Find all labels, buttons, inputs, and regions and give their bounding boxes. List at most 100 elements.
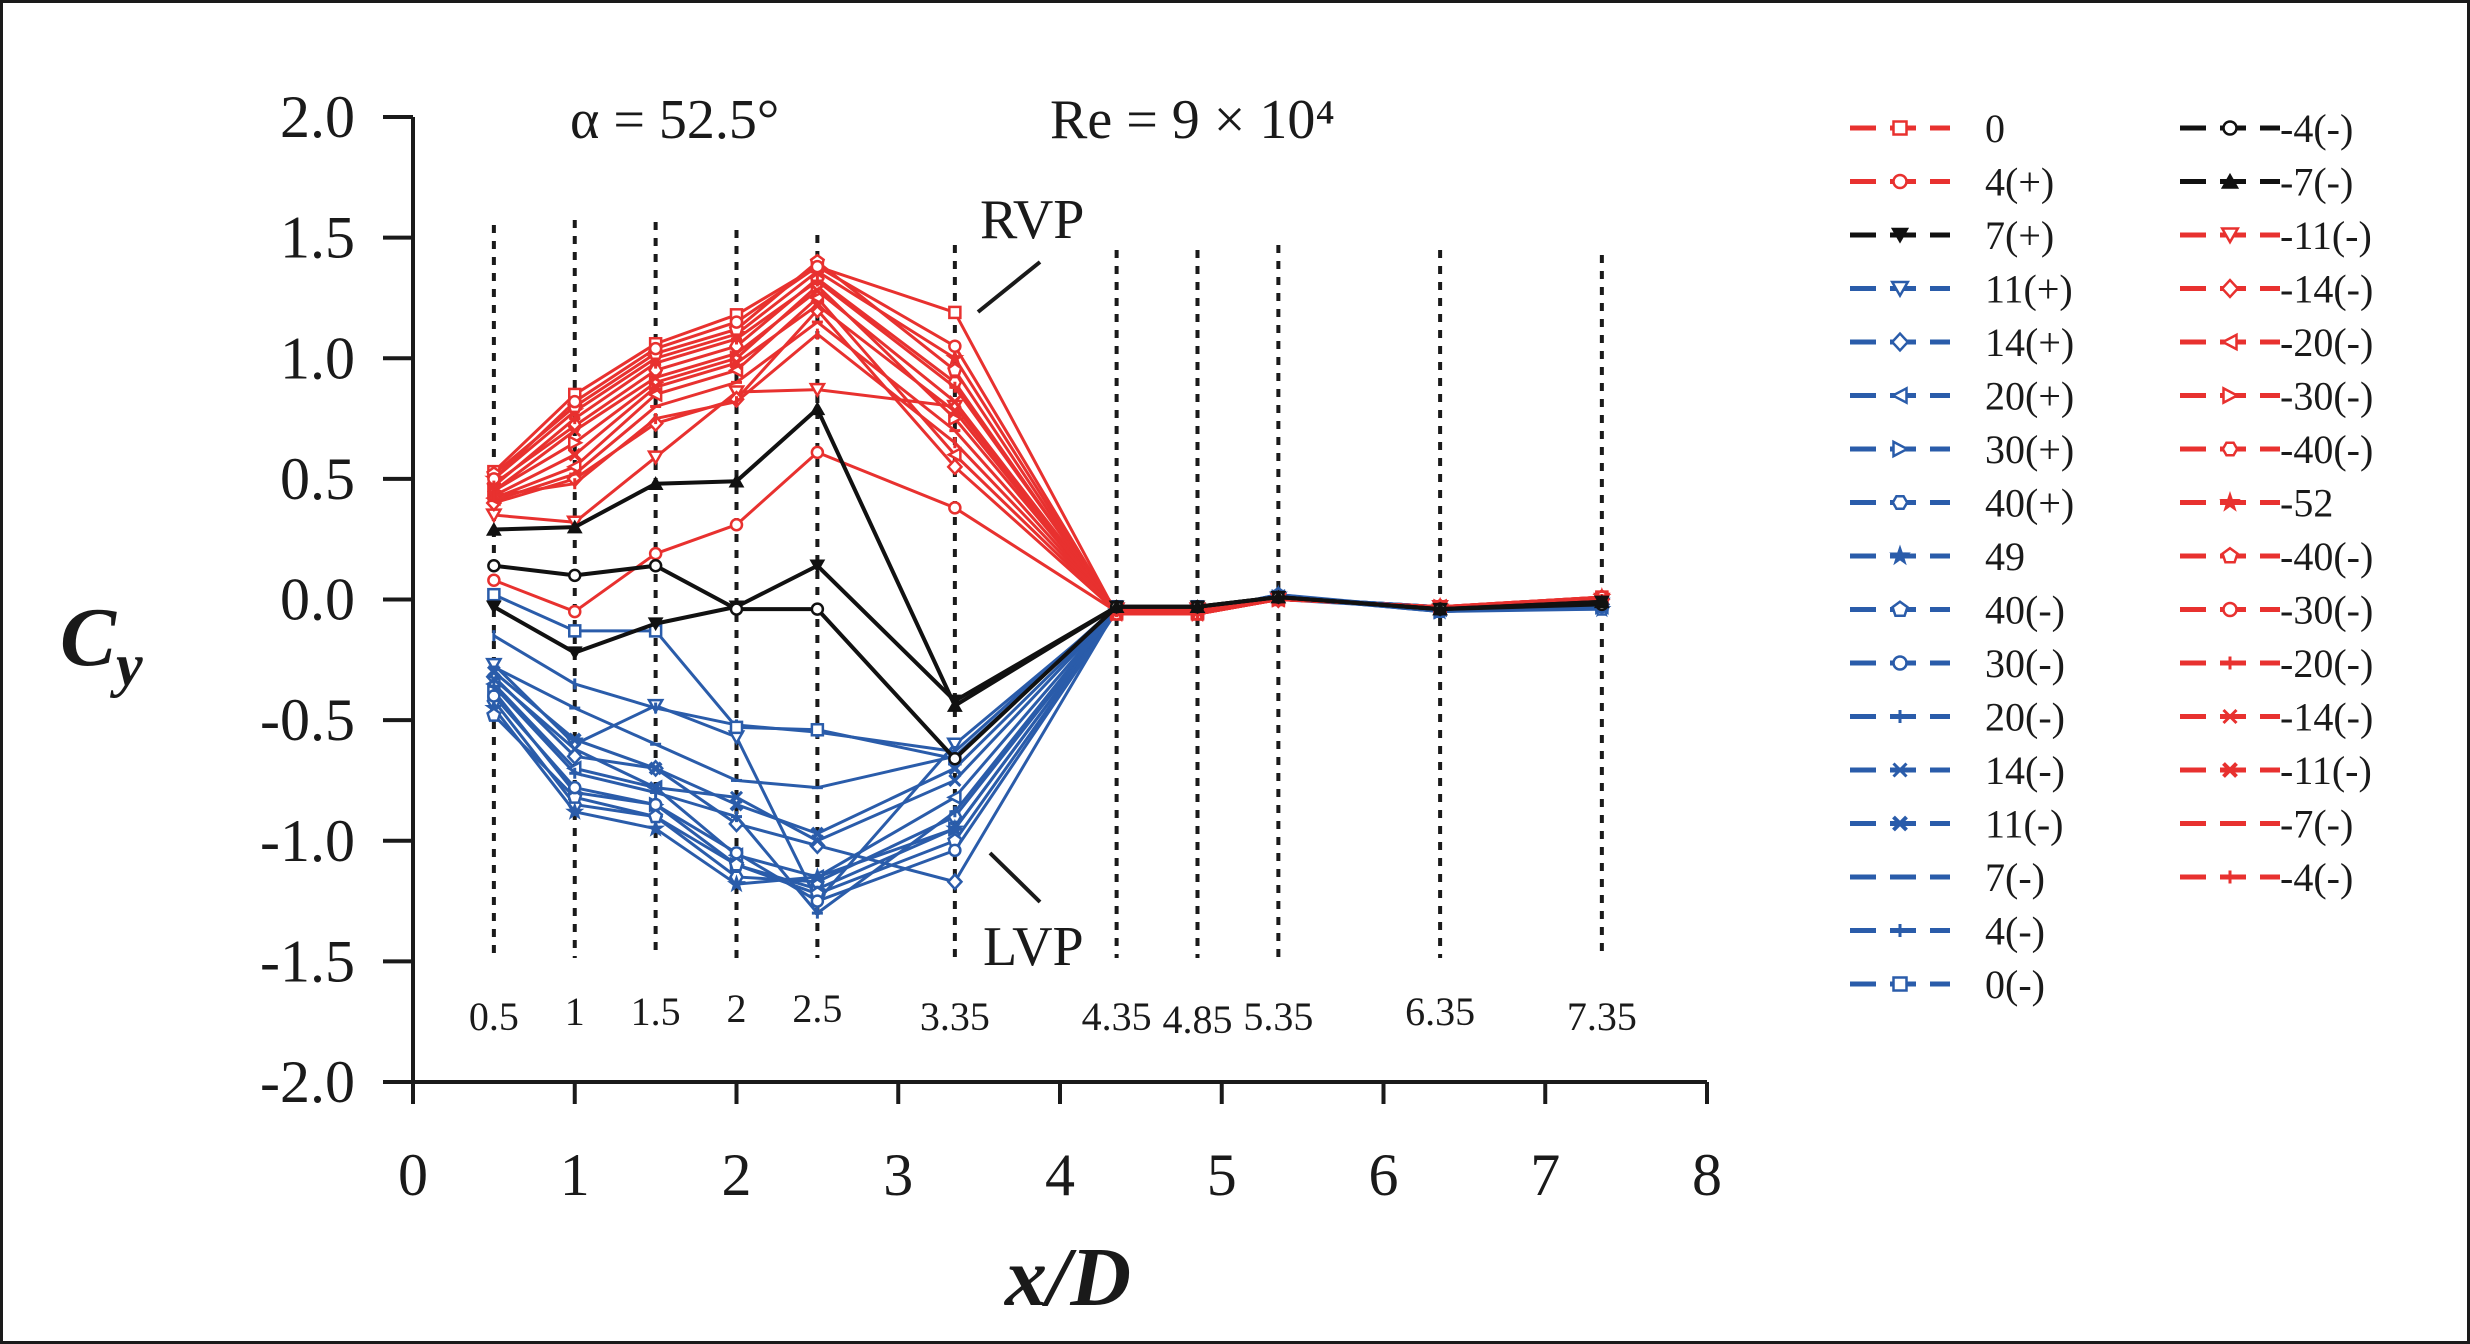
- legend-item: 11(-): [1850, 802, 2063, 847]
- data-point: [487, 573, 501, 587]
- legend-marker: [2222, 708, 2238, 725]
- legend-marker: [2220, 172, 2240, 189]
- legend-marker: [1889, 544, 1911, 566]
- legend-label: -20(-): [2280, 641, 2373, 686]
- lvp-pointer: [988, 851, 1042, 904]
- legend-marker: [2220, 278, 2240, 299]
- data-point: [647, 808, 664, 824]
- legend-item: 40(+): [1850, 481, 2074, 526]
- data-point: [808, 382, 827, 399]
- data-point: [729, 356, 744, 370]
- data-point: [811, 275, 823, 287]
- legend-item: -52: [2180, 481, 2333, 526]
- y-tick-label: 1.5: [280, 205, 355, 271]
- station-label: 1: [565, 989, 585, 1034]
- data-point: [948, 751, 962, 766]
- data-point: [648, 797, 663, 812]
- reynolds-annotation: Re = 9 × 10⁴: [1050, 89, 1335, 151]
- legend-label: 20(+): [1985, 374, 2074, 419]
- data-point: [567, 789, 583, 804]
- data-point: [948, 339, 962, 353]
- legend-label: 0(-): [1985, 962, 2045, 1007]
- data-point: [568, 624, 582, 638]
- x-tick-label: 4: [1045, 1142, 1075, 1208]
- data-point: [486, 707, 502, 722]
- data-point: [810, 894, 825, 908]
- data-point: [650, 357, 662, 369]
- data-point: [947, 362, 963, 377]
- data-point: [567, 447, 582, 462]
- series-group: [484, 253, 1612, 919]
- data-point: [485, 521, 502, 536]
- data-point: [569, 767, 581, 779]
- data-point: [809, 401, 826, 416]
- legend-item: -30(-): [2180, 588, 2373, 633]
- data-point: [810, 445, 825, 460]
- data-point: [648, 558, 663, 573]
- data-point: [1593, 594, 1610, 609]
- data-point: [946, 457, 964, 476]
- legend-label: 4(-): [1985, 909, 2045, 954]
- series-line: [493, 450, 1602, 614]
- legend-label: -30(-): [2280, 588, 2373, 633]
- data-point: [567, 732, 582, 747]
- data-point: [945, 818, 965, 837]
- x-tick-label: 8: [1692, 1142, 1722, 1208]
- data-point: [568, 780, 582, 795]
- station-label: 2: [727, 986, 747, 1031]
- legend-label: -7(-): [2280, 802, 2353, 847]
- x-tick-label: 5: [1207, 1142, 1237, 1208]
- legend: 0 4(+) 7(+) 11(+) 14(+) 20(+) 30(+) 40(+) 49 40(-…: [1850, 106, 2373, 1007]
- data-point: [807, 866, 827, 886]
- data-point: [729, 720, 744, 735]
- y-tick-label: -0.5: [260, 687, 355, 753]
- legend-item: 4(+): [1850, 160, 2054, 205]
- data-point: [485, 600, 502, 615]
- legend-marker: [1890, 227, 1910, 244]
- legend-item: 11(+): [1850, 267, 2073, 312]
- legend-item: 0(-): [1850, 962, 2045, 1007]
- data-point: [731, 333, 742, 345]
- legend-marker: [2220, 227, 2240, 245]
- y-tick-label: -2.0: [260, 1049, 355, 1115]
- axes: 2.0 1.5 1.0 0.5 0.0 -0.5 -1.0 -1.5 -2.0 0 1 2 3 4 5 6 7 8: [260, 84, 1722, 1208]
- legend-marker: [1890, 280, 1910, 299]
- legend-marker: [1890, 386, 1908, 405]
- legend-item: 14(+): [1850, 320, 2074, 365]
- legend-label: -30(-): [2280, 374, 2373, 419]
- alpha-annotation: α = 52.5°: [570, 89, 779, 151]
- station-label: 7.35: [1567, 994, 1637, 1039]
- legend-label: -11(-): [2280, 213, 2372, 258]
- data-point: [487, 558, 501, 573]
- data-point: [648, 546, 663, 561]
- legend-label: 49: [1985, 534, 2025, 579]
- legend-label: 0: [1985, 106, 2005, 151]
- data-point: [949, 806, 961, 818]
- y-tick-label: -1.0: [260, 808, 355, 874]
- data-point: [946, 737, 964, 753]
- legend-label: 30(-): [1985, 641, 2065, 686]
- legend-label: -20(-): [2280, 320, 2373, 365]
- station-label: 4.85: [1162, 997, 1232, 1042]
- data-point: [811, 907, 823, 919]
- data-point: [568, 394, 582, 409]
- data-point: [731, 811, 742, 823]
- data-point: [729, 602, 744, 616]
- legend-item: 20(+): [1850, 374, 2074, 419]
- legend-item: -30(-): [2180, 374, 2373, 419]
- legend-item: 49: [1850, 534, 2025, 579]
- legend-marker: [1892, 439, 1910, 459]
- data-point: [946, 446, 962, 463]
- station-label: 0.5: [469, 994, 519, 1039]
- data-point: [649, 781, 663, 795]
- legend-marker: [2222, 386, 2240, 405]
- data-point: [948, 501, 962, 515]
- y-tick-label: 2.0: [280, 84, 355, 150]
- x-tick-label: 3: [883, 1142, 913, 1208]
- data-point: [948, 843, 962, 858]
- data-point: [726, 874, 747, 893]
- x-tick-label: 0: [398, 1142, 428, 1208]
- series-line: [492, 595, 1602, 903]
- legend-item: 7(-): [1850, 855, 2045, 900]
